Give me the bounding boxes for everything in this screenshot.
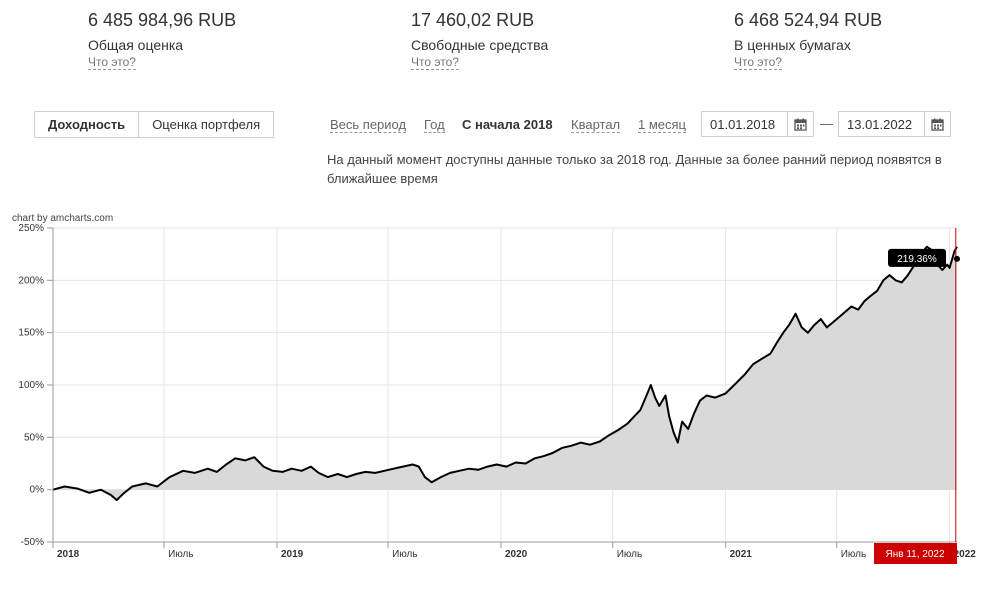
metric-free-funds: 17 460,02 RUB Свободные средства Что это… (411, 10, 548, 71)
metric-label: Общая оценка (88, 37, 184, 53)
yield-line (52, 245, 958, 502)
x-tick-label: Июль (841, 549, 867, 560)
metric-value: 6 468 524,94 RUB (734, 10, 883, 30)
y-tick-label: -50% (21, 537, 44, 548)
y-tick-label: 100% (18, 380, 44, 391)
date-cursor-label: Янв 11, 2022 (885, 549, 944, 560)
y-tick-label: 250% (18, 223, 44, 234)
calendar-icon[interactable] (787, 112, 813, 136)
tab-yield[interactable]: Доходность (48, 117, 126, 132)
yield-area (53, 246, 957, 501)
date-cursor-box (874, 543, 957, 564)
date-to-input[interactable] (839, 112, 927, 136)
y-tick-label: 50% (24, 432, 44, 443)
date-to-field (838, 111, 951, 137)
view-tabs: Доходность Оценка портфеля (34, 111, 275, 138)
value-tooltip-box (888, 248, 946, 267)
period-all-time[interactable]: Весь период (330, 117, 407, 133)
metric-label: В ценных бумагах (734, 37, 851, 53)
x-tick-label: 2018 (57, 549, 80, 560)
x-tick-label: Июль (168, 549, 194, 560)
date-range-separator: — (820, 116, 833, 131)
what-is-this-link[interactable]: Что это? (734, 55, 782, 70)
period-since-2018[interactable]: С начала 2018 (462, 117, 553, 132)
metric-value: 17 460,02 RUB (411, 10, 535, 30)
y-tick-label: 200% (18, 275, 44, 286)
chart-credit: chart by amcharts.com (12, 213, 114, 224)
x-tick-label: 2021 (730, 549, 753, 560)
period-year[interactable]: Год (424, 117, 445, 133)
metric-total: 6 485 984,96 RUB Общая оценка Что это? (88, 10, 236, 71)
x-tick-label: 2020 (505, 549, 528, 560)
metric-value: 6 485 984,96 RUB (88, 10, 237, 30)
what-is-this-link[interactable]: Что это? (88, 55, 136, 70)
x-tick-label: Июль (392, 549, 418, 560)
y-tick-label: 150% (18, 328, 44, 339)
metric-securities: 6 468 524,94 RUB В ценных бумагах Что эт… (734, 10, 882, 71)
tab-portfolio-valuation[interactable]: Оценка портфеля (138, 112, 273, 137)
data-availability-notice: На данный момент доступны данные только … (327, 152, 942, 186)
x-tick-label: 2022 (954, 549, 977, 560)
period-quarter[interactable]: Квартал (571, 117, 621, 133)
metric-label: Свободные средства (411, 37, 549, 53)
what-is-this-link[interactable]: Что это? (411, 55, 459, 70)
y-tick-label: 0% (30, 485, 45, 496)
x-tick-label: 2019 (281, 549, 304, 560)
cursor-point (954, 255, 960, 262)
period-month[interactable]: 1 месяц (638, 117, 686, 133)
date-from-input[interactable] (702, 112, 790, 136)
date-from-field (701, 111, 814, 137)
calendar-icon[interactable] (924, 112, 950, 136)
value-tooltip-label: 219.36% (897, 254, 937, 265)
x-tick-label: Июль (617, 549, 643, 560)
